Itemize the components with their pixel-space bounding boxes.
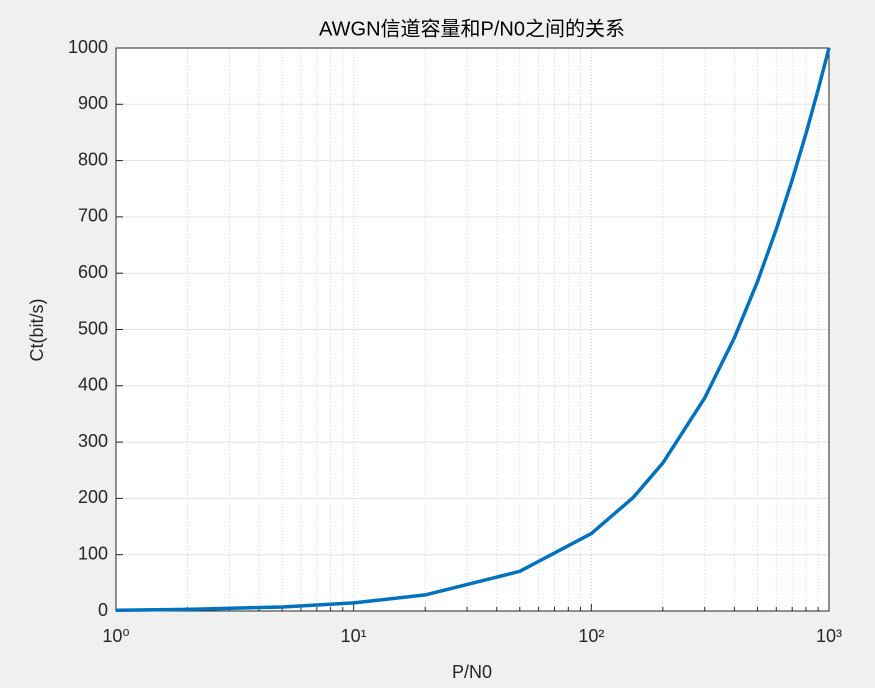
chart-title: AWGN信道容量和P/N0之间的关系 — [319, 17, 625, 40]
x-tick-label: 10² — [578, 626, 604, 646]
x-axis-label: P/N0 — [452, 662, 492, 682]
x-tick-label: 10³ — [816, 626, 842, 646]
y-tick-label: 600 — [78, 262, 108, 282]
y-tick-label: 500 — [78, 318, 108, 338]
y-tick-label: 300 — [78, 431, 108, 451]
y-tick-label: 100 — [78, 543, 108, 563]
x-tick-label: 10¹ — [341, 626, 367, 646]
series-line — [115, 47, 831, 612]
y-tick-label: 400 — [78, 375, 108, 395]
x-tick-label: 10⁰ — [102, 626, 129, 646]
y-tick-label: 1000 — [68, 37, 108, 57]
y-tick-label: 900 — [78, 93, 108, 113]
y-tick-label: 700 — [78, 206, 108, 226]
y-tick-label: 0 — [98, 600, 108, 620]
y-tick-label: 800 — [78, 149, 108, 169]
y-tick-label: 200 — [78, 487, 108, 507]
axes-box — [115, 47, 830, 612]
y-axis-label: Ct(bit/s) — [27, 299, 47, 362]
